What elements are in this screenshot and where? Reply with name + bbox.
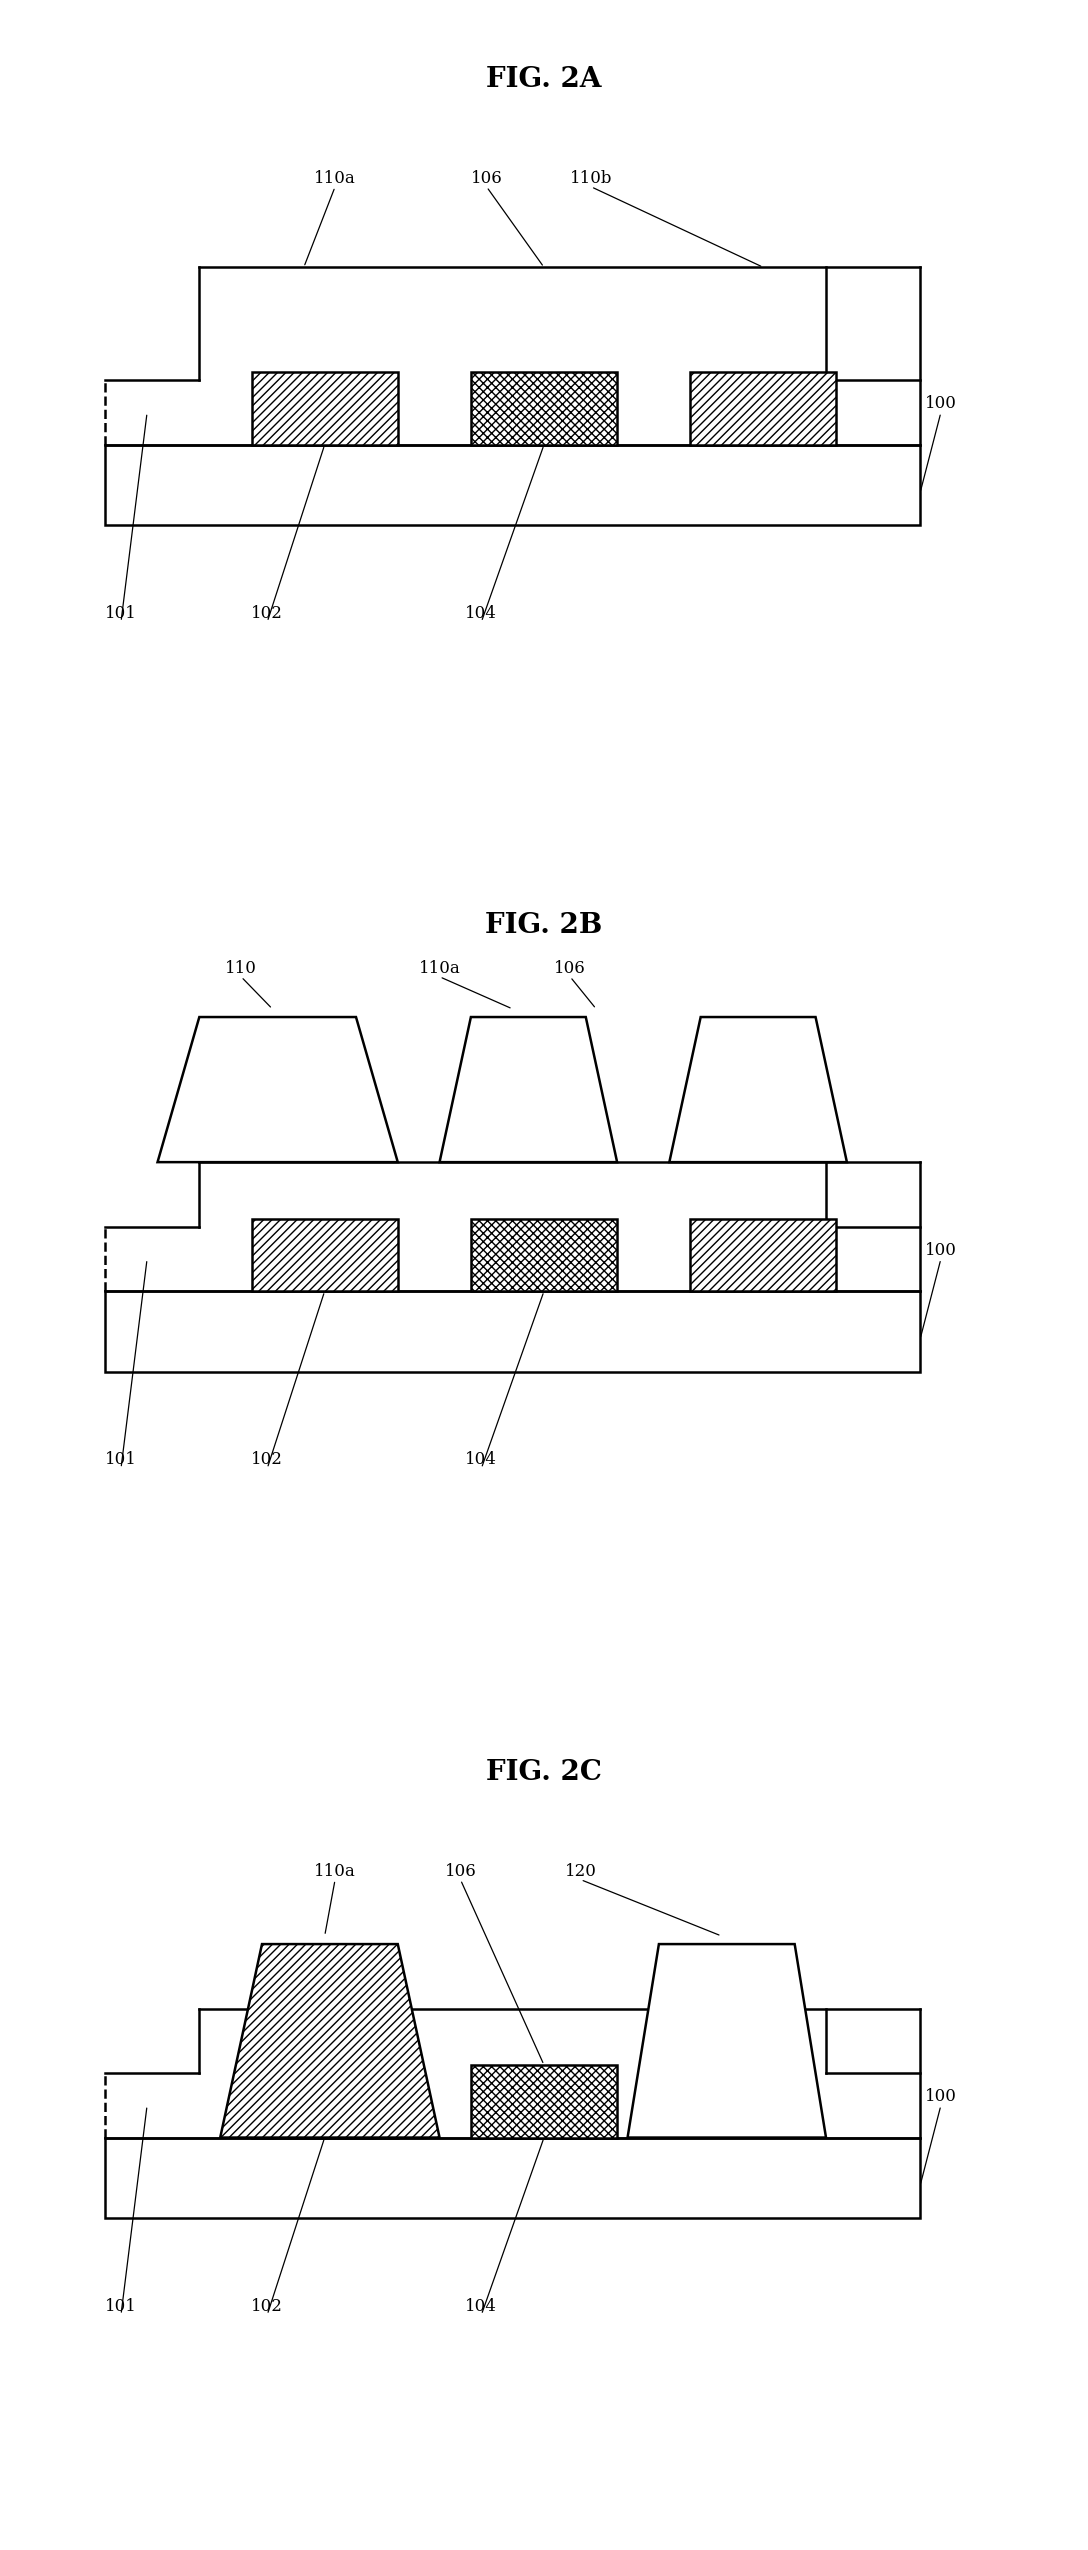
Text: FIG. 2C: FIG. 2C <box>486 1759 602 1785</box>
Text: 100: 100 <box>925 395 956 413</box>
Polygon shape <box>220 1943 440 2137</box>
Text: 102: 102 <box>251 1451 283 1469</box>
Text: 101: 101 <box>106 1451 137 1469</box>
Text: 100: 100 <box>925 1242 956 1260</box>
Bar <box>106 1290 920 1372</box>
Text: 110: 110 <box>225 959 257 977</box>
Polygon shape <box>628 1943 826 2137</box>
Text: 120: 120 <box>565 1862 596 1879</box>
Bar <box>251 372 398 444</box>
Bar <box>251 1219 398 1290</box>
Text: 110a: 110a <box>314 1862 356 1879</box>
Text: 106: 106 <box>554 959 586 977</box>
Text: 102: 102 <box>251 604 283 622</box>
Bar <box>251 2066 398 2137</box>
Text: FIG. 2A: FIG. 2A <box>486 66 602 92</box>
Text: 106: 106 <box>445 1862 477 1879</box>
Text: 101: 101 <box>106 2298 137 2315</box>
Bar <box>471 1219 617 1290</box>
Bar <box>471 2066 617 2137</box>
Bar <box>690 372 837 444</box>
Bar <box>471 372 617 444</box>
Text: 104: 104 <box>466 2298 497 2315</box>
Bar <box>690 1219 837 1290</box>
Text: 100: 100 <box>925 2088 956 2106</box>
Text: 104: 104 <box>466 604 497 622</box>
Text: 104: 104 <box>466 1451 497 1469</box>
Text: 106: 106 <box>471 171 503 186</box>
Text: 102: 102 <box>251 2298 283 2315</box>
Bar <box>106 2137 920 2218</box>
Bar <box>106 444 920 525</box>
Polygon shape <box>440 1017 617 1163</box>
Text: 110a: 110a <box>419 959 460 977</box>
Text: FIG. 2B: FIG. 2B <box>485 913 603 938</box>
Text: 110b: 110b <box>570 171 613 186</box>
Text: 101: 101 <box>106 604 137 622</box>
Polygon shape <box>158 1017 398 1163</box>
Text: 110a: 110a <box>314 171 356 186</box>
Polygon shape <box>669 1017 846 1163</box>
